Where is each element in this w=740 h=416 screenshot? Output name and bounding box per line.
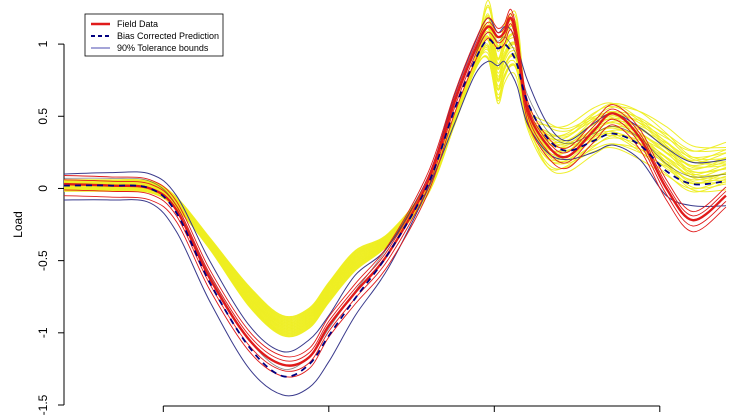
model-run-line (63, 21, 727, 326)
prediction-line (63, 38, 727, 378)
y-tick-label: -0.5 (36, 250, 50, 271)
y-tick-label: 1 (36, 40, 50, 47)
model-run-line (63, 37, 727, 327)
field-data-line (63, 13, 727, 362)
model-run-line (63, 27, 727, 329)
legend: Field Data Bias Corrected Prediction 90% T… (84, 13, 224, 57)
y-tick-label: 0.5 (36, 108, 50, 125)
upper-tolerance-line (63, 17, 727, 353)
model-run-line (63, 17, 727, 323)
model-run-line (63, 27, 727, 324)
model-run-line (63, 13, 727, 320)
legend-label: Bias Corrected Prediction (117, 31, 219, 41)
y-tick-label: 0 (36, 185, 50, 192)
model-run-line (63, 16, 727, 321)
field-data-line (63, 29, 727, 378)
y-axis: 1 0.5 0 -0.5 -1 -1.5 (36, 40, 65, 415)
field-data-line (63, 8, 727, 358)
x-axis (162, 405, 661, 412)
model-run-line (63, 30, 727, 325)
model-run-line (63, 35, 727, 328)
lower-tolerance-line (63, 60, 727, 397)
legend-label: Field Data (117, 19, 158, 29)
field-data-line (63, 16, 727, 367)
y-axis-label: Load (11, 211, 25, 238)
y-tick-label: -1.5 (36, 394, 50, 415)
model-run-line (63, 14, 727, 324)
field-data-line (63, 23, 727, 372)
model-run-line (63, 24, 727, 322)
model-run-line (63, 36, 727, 330)
model-run-line (63, 25, 727, 327)
y-tick-label: -1 (36, 327, 50, 338)
model-run-line (63, 39, 727, 331)
model-run-line (63, 35, 727, 332)
model-run-line (63, 16, 727, 319)
series-lines (63, 8, 727, 397)
legend-label: 90% Tolerance bounds (117, 43, 209, 53)
